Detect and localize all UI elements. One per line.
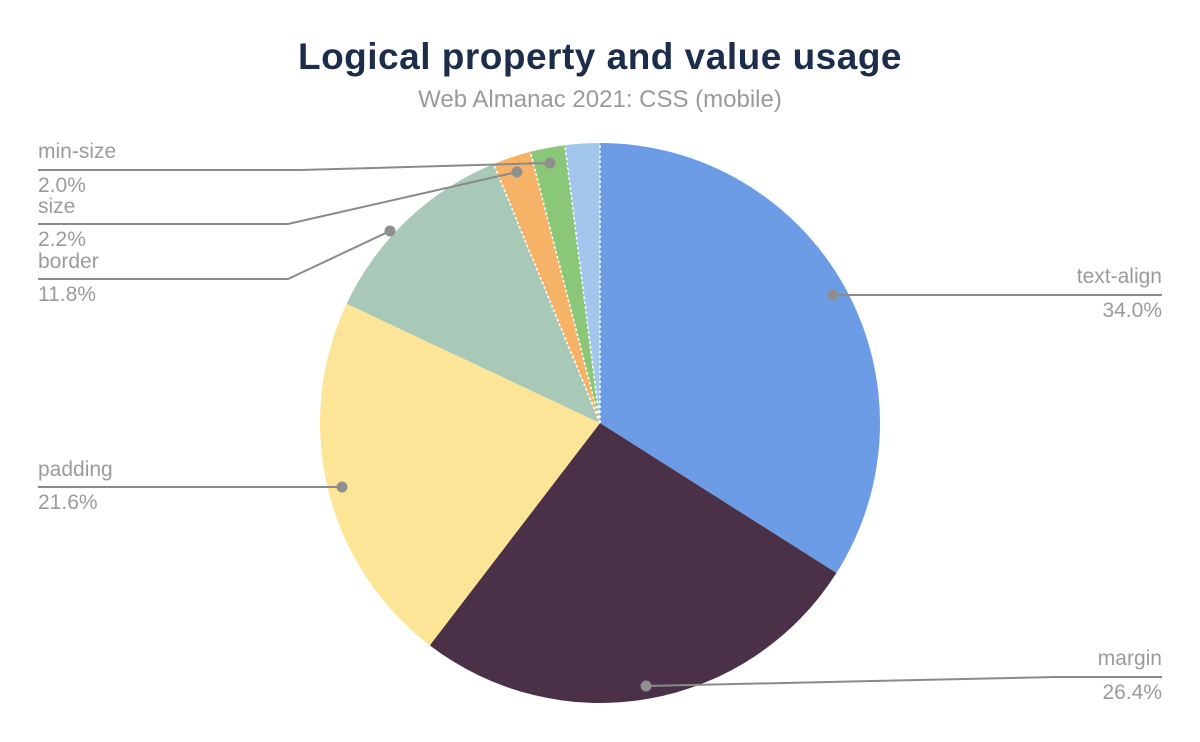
leader-line-min-size (38, 162, 551, 171)
leader-dot-border (384, 225, 396, 237)
pie-slice-border[interactable] (346, 163, 600, 423)
value-margin: 26.4% (1102, 681, 1162, 704)
leader-dot-text-align (827, 289, 839, 301)
pie-slice-size[interactable] (493, 151, 600, 423)
chart-title: Logical property and value usage (297, 36, 903, 77)
leader-dot-size (511, 166, 523, 178)
label-text-align: text-align (1076, 265, 1162, 288)
label-size: size (38, 195, 76, 218)
value-size: 2.2% (38, 228, 86, 251)
slice-separator (529, 151, 601, 424)
value-border: 11.8% (38, 283, 96, 306)
leader-line-size (38, 171, 518, 225)
leader-dot-min-size (544, 157, 556, 169)
value-min-size: 2.0% (38, 174, 86, 197)
label-border: border (38, 250, 99, 273)
value-text-align: 34.0% (1102, 299, 1162, 322)
leader-dot-margin (640, 680, 652, 692)
label-min-size: min-size (38, 140, 117, 163)
label-margin: margin (1097, 647, 1162, 670)
pie-slice-text-align[interactable] (600, 143, 880, 574)
pie-slice-margin[interactable] (429, 423, 837, 703)
pie-slice-padding[interactable] (320, 303, 600, 646)
leader-line-border (38, 230, 391, 280)
leader-line-margin (645, 676, 1162, 687)
leader-dot-padding (336, 481, 348, 493)
slice-separator (564, 145, 601, 424)
label-padding: padding (38, 458, 113, 481)
slice-separator (492, 163, 601, 424)
value-padding: 21.6% (38, 491, 98, 514)
chart-subtitle: Web Almanac 2021: CSS (mobile) (418, 86, 782, 113)
